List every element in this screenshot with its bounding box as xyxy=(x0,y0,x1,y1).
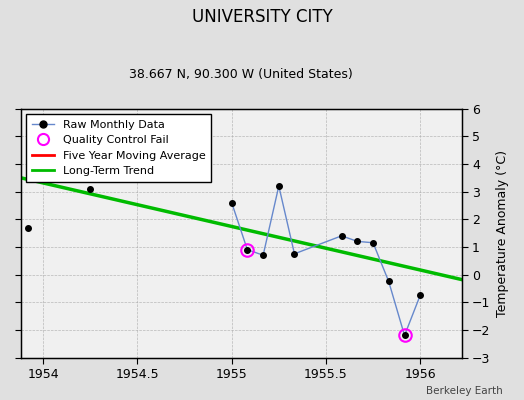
Text: Berkeley Earth: Berkeley Earth xyxy=(427,386,503,396)
Text: UNIVERSITY CITY: UNIVERSITY CITY xyxy=(192,8,332,26)
Y-axis label: Temperature Anomaly (°C): Temperature Anomaly (°C) xyxy=(496,150,509,316)
Legend: Raw Monthly Data, Quality Control Fail, Five Year Moving Average, Long-Term Tren: Raw Monthly Data, Quality Control Fail, … xyxy=(26,114,211,182)
Title: 38.667 N, 90.300 W (United States): 38.667 N, 90.300 W (United States) xyxy=(129,68,353,81)
